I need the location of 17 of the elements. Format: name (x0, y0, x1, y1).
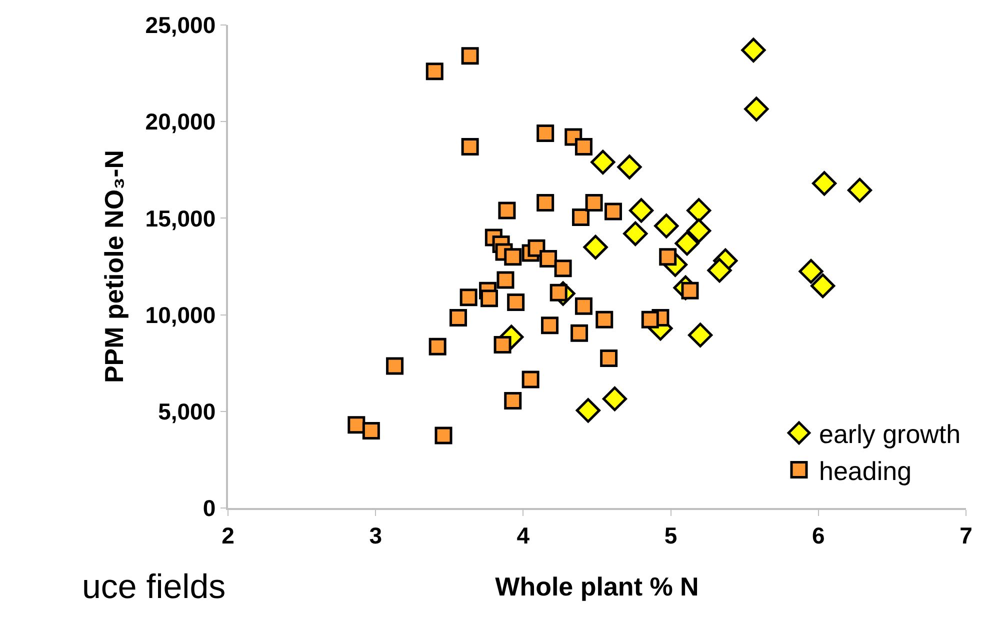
text: uce fields (82, 568, 226, 606)
y-tick-label: 5,000 (158, 398, 216, 424)
y-axis-title: PPM petiole NO₃-N (99, 150, 130, 384)
x-tick-label: 2 (222, 522, 234, 548)
legend-label: early growth (819, 419, 961, 450)
x-tick-label: 4 (516, 522, 530, 548)
y-tick-label: 15,000 (145, 205, 216, 232)
y-tick-label: 20,000 (145, 108, 216, 135)
x-axis-title: Whole plant % N (495, 572, 699, 602)
x-tick-label: 7 (960, 522, 972, 548)
y-tick-label: 0 (202, 495, 216, 522)
x-tick-label: 6 (812, 522, 825, 548)
legend-label: heading (819, 456, 912, 486)
y-tick-label: 25,000 (145, 12, 216, 38)
x-tick-label: 3 (369, 522, 382, 548)
y-tick-label: 10,000 (145, 302, 216, 328)
x-tick-label: 5 (664, 522, 678, 548)
